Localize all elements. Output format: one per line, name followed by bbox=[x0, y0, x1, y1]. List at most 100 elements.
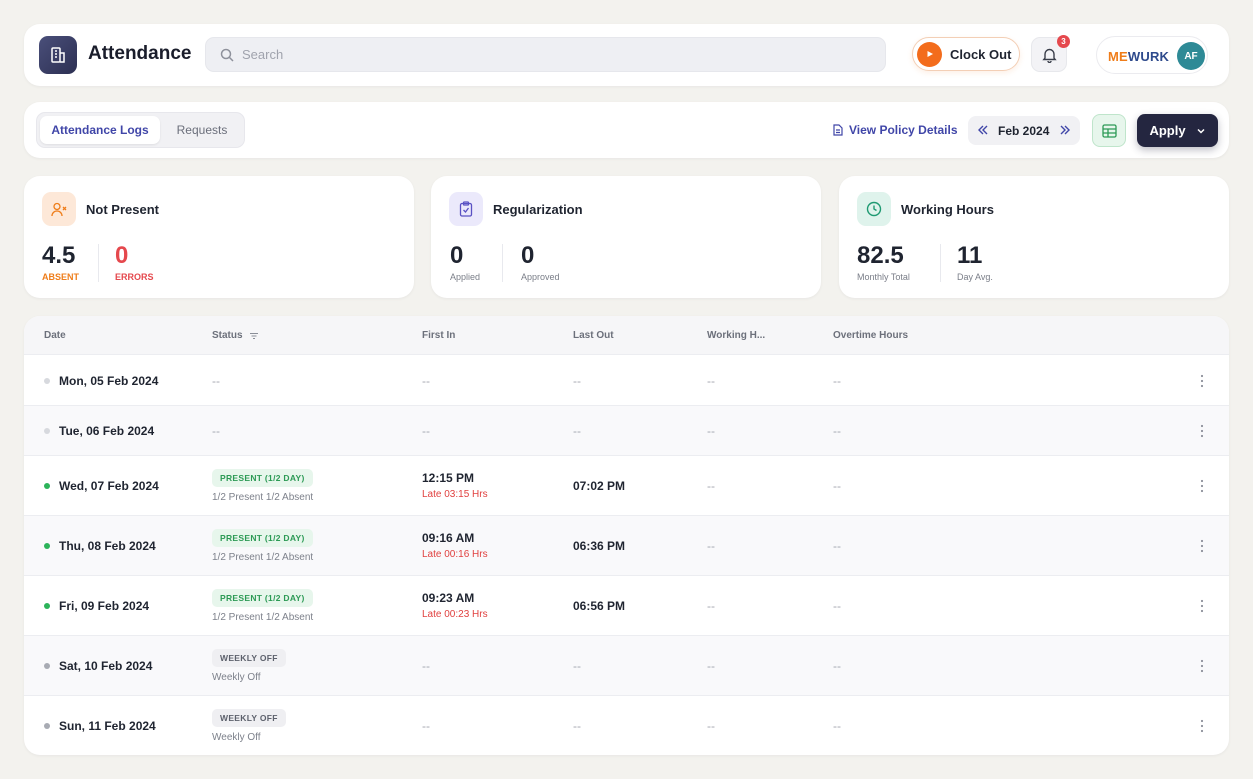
status-dot bbox=[44, 428, 50, 434]
row-status: -- bbox=[212, 374, 220, 388]
search-bar[interactable] bbox=[205, 37, 886, 72]
table-row[interactable]: Fri, 09 Feb 2024 PRESENT (1/2 DAY) 1/2 P… bbox=[24, 575, 1229, 635]
row-date: Tue, 06 Feb 2024 bbox=[59, 424, 155, 438]
row-overtime-hours: -- bbox=[833, 719, 841, 733]
tab-attendance-logs[interactable]: Attendance Logs bbox=[40, 116, 160, 144]
row-working-hours: -- bbox=[707, 539, 715, 553]
divider bbox=[940, 244, 941, 282]
notification-count-badge: 3 bbox=[1057, 35, 1070, 48]
row-overtime-hours: -- bbox=[833, 424, 841, 438]
monthly-total-label: Monthly Total bbox=[857, 272, 910, 282]
table-row[interactable]: Mon, 05 Feb 2024 -- -- -- -- -- bbox=[24, 354, 1229, 405]
row-overtime-hours: -- bbox=[833, 374, 841, 388]
row-date: Sun, 11 Feb 2024 bbox=[59, 719, 156, 733]
chevron-double-left-icon[interactable] bbox=[976, 122, 990, 138]
table-row[interactable]: Sat, 10 Feb 2024 WEEKLY OFF Weekly Off -… bbox=[24, 635, 1229, 695]
chevron-down-icon bbox=[1197, 128, 1205, 134]
row-last-out: 07:02 PM bbox=[573, 479, 626, 493]
column-header-working-hours[interactable]: Working H... bbox=[707, 330, 766, 341]
table-row[interactable]: Tue, 06 Feb 2024 -- -- -- -- -- bbox=[24, 405, 1229, 455]
row-late-indicator: Late 00:16 Hrs bbox=[422, 549, 488, 560]
row-last-out: -- bbox=[573, 374, 581, 388]
divider bbox=[98, 244, 99, 282]
row-date: Fri, 09 Feb 2024 bbox=[59, 599, 150, 613]
status-dot bbox=[44, 378, 50, 384]
building-icon[interactable] bbox=[39, 36, 77, 74]
more-options-icon[interactable] bbox=[1199, 374, 1205, 388]
monthly-total-value: 82.5 bbox=[857, 242, 904, 269]
approved-value: 0 bbox=[521, 242, 535, 269]
more-options-icon[interactable] bbox=[1199, 599, 1205, 613]
view-policy-link[interactable]: View Policy Details bbox=[833, 123, 958, 137]
attendance-table: Date Status First In Last Out Working H.… bbox=[24, 316, 1229, 755]
row-first-in: -- bbox=[422, 719, 430, 733]
column-header-first-in[interactable]: First In bbox=[422, 330, 456, 341]
errors-label: ERRORS bbox=[115, 272, 154, 282]
table-row[interactable]: Thu, 08 Feb 2024 PRESENT (1/2 DAY) 1/2 P… bbox=[24, 515, 1229, 575]
row-status-detail: Weekly Off bbox=[212, 672, 261, 683]
row-overtime-hours: -- bbox=[833, 599, 841, 613]
toolbar: Attendance Logs Requests View Policy Det… bbox=[24, 102, 1229, 158]
row-status-detail: Weekly Off bbox=[212, 732, 261, 743]
apply-button[interactable]: Apply bbox=[1137, 114, 1218, 147]
row-working-hours: -- bbox=[707, 599, 715, 613]
absent-label: ABSENT bbox=[42, 272, 80, 282]
more-options-icon[interactable] bbox=[1199, 659, 1205, 673]
row-date: Wed, 07 Feb 2024 bbox=[59, 479, 159, 493]
column-header-last-out[interactable]: Last Out bbox=[573, 330, 614, 341]
row-last-out: -- bbox=[573, 659, 581, 673]
status-badge: PRESENT (1/2 DAY) bbox=[212, 469, 313, 487]
status-badge: WEEKLY OFF bbox=[212, 649, 286, 667]
more-options-icon[interactable] bbox=[1199, 479, 1205, 493]
month-label: Feb 2024 bbox=[998, 124, 1050, 138]
table-row[interactable]: Wed, 07 Feb 2024 PRESENT (1/2 DAY) 1/2 P… bbox=[24, 455, 1229, 515]
brand-logo-me: ME bbox=[1108, 49, 1128, 64]
row-date: Thu, 08 Feb 2024 bbox=[59, 539, 156, 553]
row-date: Sat, 10 Feb 2024 bbox=[59, 659, 153, 673]
row-last-out: -- bbox=[573, 424, 581, 438]
errors-value: 0 bbox=[115, 242, 129, 269]
status-badge: PRESENT (1/2 DAY) bbox=[212, 589, 313, 607]
row-status-detail: 1/2 Present 1/2 Absent bbox=[212, 612, 314, 623]
applied-label: Applied bbox=[450, 272, 481, 282]
search-input[interactable] bbox=[242, 38, 862, 71]
chevron-double-right-icon[interactable] bbox=[1058, 122, 1072, 138]
column-header-overtime-hours[interactable]: Overtime Hours bbox=[833, 330, 909, 341]
export-spreadsheet-button[interactable] bbox=[1092, 114, 1126, 147]
status-dot bbox=[44, 543, 50, 549]
clock-icon bbox=[857, 192, 891, 226]
view-tabs: Attendance Logs Requests bbox=[36, 112, 245, 148]
row-late-indicator: Late 00:23 Hrs bbox=[422, 609, 488, 620]
profile-menu[interactable]: MEWURK AF bbox=[1096, 36, 1208, 74]
more-options-icon[interactable] bbox=[1199, 424, 1205, 438]
view-policy-label: View Policy Details bbox=[849, 123, 958, 137]
notifications-button[interactable]: 3 bbox=[1031, 35, 1070, 72]
status-dot bbox=[44, 603, 50, 609]
more-options-icon[interactable] bbox=[1199, 539, 1205, 553]
column-header-status[interactable]: Status bbox=[212, 330, 259, 341]
stat-card-working-hours: Working Hours 82.5 Monthly Total 11 Day … bbox=[839, 176, 1229, 298]
column-header-date[interactable]: Date bbox=[44, 330, 66, 341]
status-dot bbox=[44, 723, 50, 729]
row-working-hours: -- bbox=[707, 719, 715, 733]
day-avg-label: Day Avg. bbox=[957, 272, 993, 282]
filter-icon[interactable] bbox=[249, 332, 259, 340]
row-overtime-hours: -- bbox=[833, 479, 841, 493]
play-icon bbox=[917, 41, 942, 67]
row-overtime-hours: -- bbox=[833, 659, 841, 673]
tab-requests[interactable]: Requests bbox=[176, 123, 228, 137]
status-dot bbox=[44, 483, 50, 489]
status-badge: WEEKLY OFF bbox=[212, 709, 286, 727]
table-row[interactable]: Sun, 11 Feb 2024 WEEKLY OFF Weekly Off -… bbox=[24, 695, 1229, 755]
row-first-in: -- bbox=[422, 374, 430, 388]
row-overtime-hours: -- bbox=[833, 539, 841, 553]
table-header: Date Status First In Last Out Working H.… bbox=[24, 316, 1229, 354]
clock-out-button[interactable]: Clock Out bbox=[912, 37, 1020, 71]
user-x-icon bbox=[42, 192, 76, 226]
more-options-icon[interactable] bbox=[1199, 719, 1205, 733]
applied-value: 0 bbox=[450, 242, 464, 269]
row-first-in: 09:16 AM bbox=[422, 531, 475, 545]
bell-icon bbox=[1041, 48, 1057, 63]
avatar[interactable]: AF bbox=[1177, 42, 1205, 70]
row-working-hours: -- bbox=[707, 374, 715, 388]
